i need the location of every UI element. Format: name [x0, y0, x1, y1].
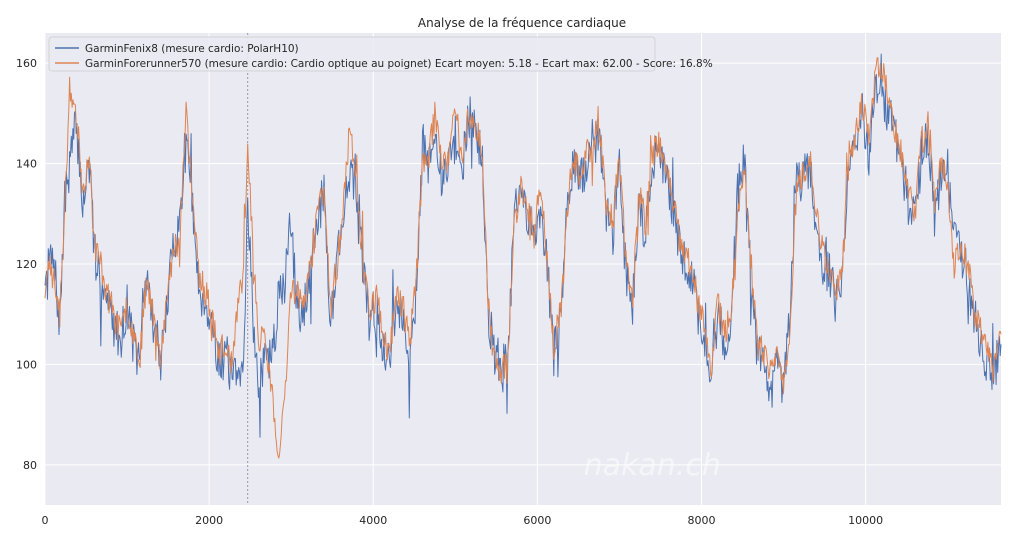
y-axis-ticks: 80 100 120 140 160 [16, 57, 37, 472]
x-tick-label: 10000 [848, 514, 883, 527]
legend-label-fenix8: GarminFenix8 (mesure cardio: PolarH10) [85, 43, 299, 55]
legend-box [48, 36, 656, 72]
series-line-forerunner570 [44, 57, 1002, 459]
y-tick-label: 160 [16, 57, 37, 70]
x-tick-label: 4000 [359, 514, 387, 527]
plot-background [45, 33, 1001, 505]
watermark-logo: nakan.ch [584, 448, 721, 483]
legend-label-forerunner570: GarminForerunner570 (mesure cardio: Card… [85, 58, 713, 70]
y-tick-label: 100 [16, 358, 37, 371]
y-tick-label: 120 [16, 258, 37, 271]
x-tick-label: 6000 [523, 514, 551, 527]
x-axis-ticks: 0 2000 4000 6000 8000 10000 [42, 514, 884, 527]
legend: GarminFenix8 (mesure cardio: PolarH10) G… [48, 36, 713, 72]
y-tick-label: 140 [16, 158, 37, 171]
x-tick-label: 8000 [687, 514, 715, 527]
x-tick-label: 2000 [195, 514, 223, 527]
x-tick-label: 0 [42, 514, 49, 527]
y-tick-label: 80 [23, 459, 37, 472]
series-layer [44, 53, 1002, 459]
chart-title: Analyse de la fréquence cardiaque [418, 16, 626, 30]
